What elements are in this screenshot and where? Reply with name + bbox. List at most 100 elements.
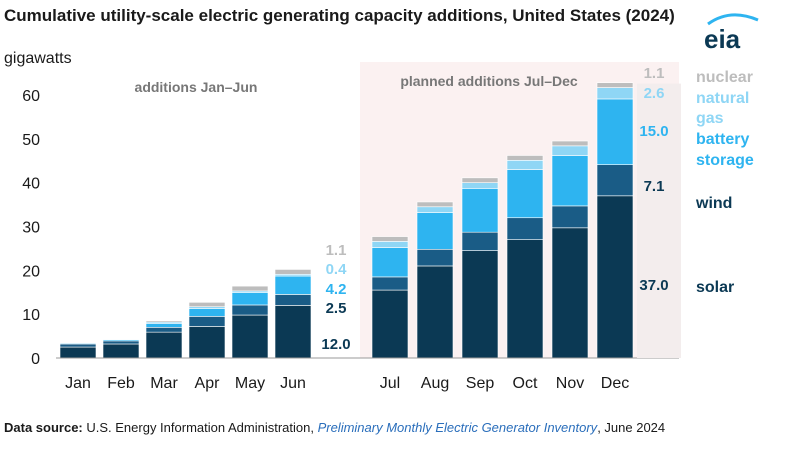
x-tick-label: May [235, 375, 265, 392]
logo-text: eia [704, 24, 741, 54]
x-tick-label: Oct [513, 375, 538, 392]
y-axis-units: gigawatts [4, 50, 72, 67]
source-publication[interactable]: Preliminary Monthly Electric Generator I… [317, 420, 598, 435]
bar-wind-sep [461, 231, 499, 251]
bar-solar-feb [102, 343, 140, 359]
data-label-dec: 15.0 [639, 123, 668, 140]
bar-battery-storage-jun [274, 275, 312, 295]
legend-entry: storage [696, 152, 754, 169]
bar-wind-jan [59, 343, 97, 348]
dec-labels-background [637, 83, 681, 358]
bar-natural-gas-jul [371, 241, 409, 248]
legend-entry: gas [696, 110, 724, 127]
x-tick-label: Feb [107, 375, 135, 392]
chart: 0 10 20 30 40 50 60 additions Jan–Jun planned ad… [22, 62, 754, 392]
data-label-dec: 2.6 [644, 85, 665, 102]
bar-natural-gas-nov [551, 145, 589, 156]
data-label-dec: 37.0 [639, 277, 668, 294]
legend-entry: nuclear [696, 69, 753, 86]
bar-wind-jul [371, 276, 409, 291]
bar-nuclear-mar [145, 320, 183, 323]
x-tick-label: Nov [556, 375, 584, 392]
bar-nuclear-dec [596, 82, 634, 88]
y-tick-label: 20 [22, 263, 40, 280]
bar-solar-nov [551, 227, 589, 359]
bar-nuclear-nov [551, 140, 589, 147]
data-label-jun: 1.1 [326, 242, 347, 259]
bar-nuclear-may [231, 285, 269, 292]
x-tick-label: Aug [421, 375, 449, 392]
bar-solar-oct [506, 239, 544, 359]
logo-arc [707, 13, 759, 26]
bar-solar-may [231, 314, 269, 359]
x-tick-label: Apr [195, 375, 221, 392]
bar-wind-dec [596, 164, 634, 197]
bar-wind-jun [274, 294, 312, 306]
y-tick-label: 0 [31, 351, 40, 368]
y-tick-label: 60 [22, 88, 40, 105]
bar-wind-mar [145, 327, 183, 333]
bar-nuclear-sep [461, 177, 499, 183]
bar-battery-storage-mar [145, 323, 183, 328]
x-tick-label: Sep [466, 375, 495, 392]
bar-natural-gas-sep [461, 182, 499, 189]
bar-nuclear-jul [371, 236, 409, 242]
legend-entry: solar [696, 279, 734, 296]
data-label-jun: 4.2 [326, 281, 347, 298]
bar-wind-aug [416, 248, 454, 267]
legend-entry: natural [696, 90, 749, 107]
bar-nuclear-aug [416, 201, 454, 208]
y-tick-label: 30 [22, 220, 40, 237]
bar-solar-aug [416, 265, 454, 359]
y-tick-label: 50 [22, 132, 40, 149]
annotation-planned: planned additions Jul–Dec [400, 73, 578, 89]
bar-nuclear-oct [506, 155, 544, 161]
bar-natural-gas-dec [596, 87, 634, 100]
legend-entry: battery [696, 131, 749, 148]
bar-battery-storage-aug [416, 212, 454, 250]
bar-nuclear-jun [274, 269, 312, 275]
bar-solar-apr [188, 326, 226, 359]
x-tick-label: Jun [280, 375, 306, 392]
chart-title: Cumulative utility-scale electric genera… [4, 6, 675, 25]
bar-nuclear-feb [102, 338, 140, 340]
bar-solar-dec [596, 195, 634, 359]
bar-battery-storage-may [231, 292, 269, 306]
bar-battery-storage-nov [551, 155, 589, 207]
bar-battery-storage-sep [461, 188, 499, 233]
bar-solar-mar [145, 331, 183, 359]
bar-battery-storage-apr [188, 308, 226, 317]
data-label-jun: 12.0 [321, 336, 350, 353]
bar-wind-may [231, 304, 269, 316]
bar-solar-jul [371, 289, 409, 359]
bar-wind-apr [188, 316, 226, 327]
bar-wind-oct [506, 217, 544, 240]
data-source: Data source: U.S. Energy Information Adm… [4, 420, 665, 435]
data-label-jun: 2.5 [326, 300, 347, 317]
source-date: , June 2024 [597, 420, 666, 435]
bar-natural-gas-aug [416, 206, 454, 213]
legend-entry: wind [695, 195, 732, 212]
bar-solar-sep [461, 250, 499, 359]
source-agency: U.S. Energy Information Administration, [82, 420, 318, 435]
source-label: Data source: [4, 420, 83, 435]
bar-battery-storage-oct [506, 169, 544, 219]
eia-logo-icon: eia [704, 13, 759, 54]
bar-nuclear-jan [59, 341, 97, 344]
x-tick-label: Jan [65, 375, 91, 392]
bar-nuclear-apr [188, 302, 226, 308]
x-tick-label: Dec [601, 375, 629, 392]
bar-battery-storage-jul [371, 247, 409, 278]
bar-solar-jun [274, 305, 312, 359]
bar-wind-nov [551, 205, 589, 229]
data-label-dec: 1.1 [644, 65, 665, 82]
data-label-jun: 0.4 [326, 261, 348, 278]
bar-wind-feb [102, 340, 140, 345]
bar-solar-jan [59, 346, 97, 359]
x-tick-label: Mar [150, 375, 178, 392]
bar-battery-storage-dec [596, 98, 634, 165]
data-label-dec: 7.1 [644, 178, 665, 195]
y-tick-label: 40 [22, 176, 40, 193]
annotation-actual: additions Jan–Jun [135, 79, 258, 95]
bar-natural-gas-oct [506, 160, 544, 170]
